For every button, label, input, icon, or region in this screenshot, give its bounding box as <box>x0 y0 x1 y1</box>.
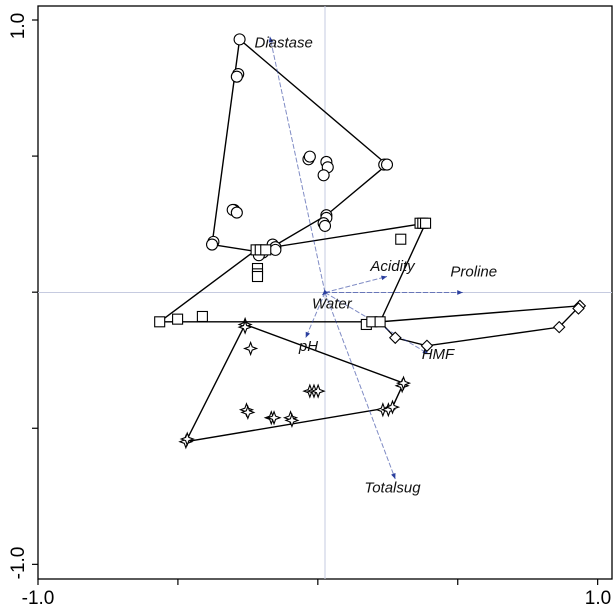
axis-ticks <box>32 19 599 585</box>
group-hulls <box>157 38 581 443</box>
circle-point <box>318 219 332 232</box>
group-hull <box>184 323 405 443</box>
circle-point <box>317 169 330 182</box>
diamond-point <box>388 331 402 345</box>
diamond-point <box>572 302 585 315</box>
variable-arrow <box>324 292 396 480</box>
variable-label: Totalsug <box>364 479 421 496</box>
star-point <box>179 431 195 447</box>
x-tick-label-max: 1.0 <box>585 588 611 608</box>
circle-point <box>269 243 282 256</box>
variable-arrowhead <box>422 348 429 354</box>
variable-arrowhead <box>322 289 328 296</box>
variable-label: pH <box>298 338 318 355</box>
circle-point <box>233 33 246 46</box>
y-tick-label-min: -1.0 <box>8 547 29 580</box>
diamond-point <box>552 320 566 334</box>
star-point <box>240 404 256 421</box>
variable-arrowhead <box>391 473 396 480</box>
variable-labels: Diastase Acidity Proline Water HMF pH Totalsug <box>254 34 497 496</box>
diamond-point <box>420 339 434 353</box>
circle-point <box>230 206 243 219</box>
star-point <box>310 383 326 399</box>
group-hull <box>378 305 581 347</box>
variable-arrowhead <box>268 36 274 43</box>
sample-points <box>154 33 587 450</box>
square-point <box>196 310 208 323</box>
variable-label: HMF <box>422 346 455 363</box>
circle-point <box>303 150 316 163</box>
y-tick-label-max: 1.0 <box>8 13 29 39</box>
square-point <box>395 233 407 245</box>
star-point <box>284 412 300 429</box>
variable-label: Diastase <box>254 34 312 51</box>
square-point <box>251 270 264 283</box>
variable-label: Acidity <box>369 258 416 275</box>
square-point <box>420 217 432 229</box>
group-hull <box>211 38 389 254</box>
star-point <box>237 319 253 335</box>
circle-point <box>380 158 394 171</box>
square-point <box>172 313 184 325</box>
square-point <box>260 244 272 256</box>
variable-arrowhead <box>381 275 387 281</box>
variable-label: Proline <box>450 264 497 281</box>
x-tick-label-min: -1.0 <box>22 588 55 608</box>
square-point <box>154 316 166 328</box>
variable-label: Water <box>312 295 353 312</box>
variable-arrowhead <box>305 331 311 338</box>
square-point <box>374 316 386 328</box>
variable-arrow <box>324 276 388 293</box>
star-point <box>384 399 401 415</box>
star-point <box>395 375 412 391</box>
star-point <box>243 340 259 357</box>
variable-arrows <box>268 36 463 480</box>
circle-point <box>205 238 219 251</box>
variable-arrow <box>305 292 326 338</box>
star-point <box>266 410 282 426</box>
variable-arrow <box>269 36 326 293</box>
variable-arrowhead <box>457 290 463 295</box>
circle-point <box>230 70 243 83</box>
